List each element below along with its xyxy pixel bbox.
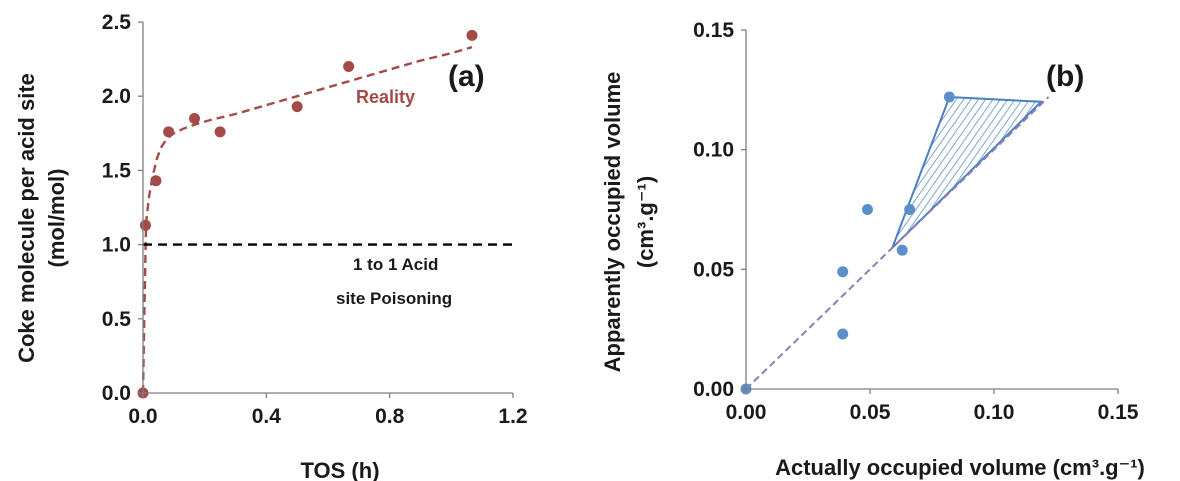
- x-tick-labels-b: 0.00 0.05 0.10 0.15: [726, 401, 1139, 424]
- hatched-region: [891, 95, 1044, 249]
- data-point: [896, 244, 908, 256]
- y-tick-labels-b: 0.00 0.05 0.10 0.15: [693, 19, 734, 401]
- y-tick-labels-a: 0.0 0.5 1.0 1.5 2.0 2.5: [102, 11, 132, 405]
- reference-label-line2: site Poisoning: [336, 289, 452, 308]
- y-axis-title-a-line2: (mol/mol): [44, 169, 69, 268]
- x-tick-label: 0.4: [252, 405, 282, 428]
- hatched-triangle: [891, 95, 1044, 249]
- x-tick-label: 0.15: [1098, 401, 1139, 424]
- x-tick-label: 0.00: [726, 401, 767, 424]
- reference-label-line1: 1 to 1 Acid: [353, 255, 438, 274]
- y-axis-title-a-line1: Coke molecule per acid site: [14, 73, 39, 363]
- data-point: [188, 112, 200, 124]
- x-tick-label: 0.05: [850, 401, 891, 424]
- parity-line: [745, 96, 1050, 390]
- fit-line: [141, 46, 473, 394]
- panel-label-b: (b): [1046, 60, 1084, 93]
- x-tick-label: 1.2: [498, 405, 527, 428]
- y-tick-label: 0.5: [102, 308, 132, 331]
- y-tick-label: 2.5: [102, 11, 132, 34]
- parity-dashed-line: [745, 96, 1050, 390]
- data-point: [862, 204, 874, 215]
- reality-fit-curve: [141, 46, 473, 394]
- axes-a: [138, 21, 514, 398]
- data-point: [837, 328, 849, 340]
- y-tick-label: 0.05: [693, 258, 734, 281]
- data-point: [943, 91, 955, 103]
- reality-label: Reality: [356, 87, 415, 107]
- chart-panel-a: 0.0 0.4 0.8 1.2 0.0 0.5 1.0 1.5 2.0 2.5 (a) Real…: [14, 11, 528, 481]
- y-tick-label: 1.0: [102, 234, 131, 257]
- volume-data-points: [740, 91, 955, 395]
- y-axis-title-b-line2: (cm³.g⁻¹): [633, 176, 658, 268]
- panel-label-a: (a): [448, 60, 485, 93]
- x-tick-label: 0.8: [375, 405, 405, 428]
- data-point: [150, 175, 162, 187]
- data-point: [466, 29, 478, 41]
- y-tick-label: 0.10: [693, 139, 734, 162]
- data-point: [163, 126, 175, 138]
- y-tick-label: 2.0: [102, 85, 131, 108]
- data-point: [139, 219, 151, 231]
- data-point: [291, 101, 303, 113]
- x-tick-labels-a: 0.0 0.4 0.8 1.2: [128, 405, 527, 428]
- data-point: [343, 61, 355, 73]
- chart-panel-b: 0.00 0.05 0.10 0.15 0.00 0.05 0.10 0.15 (b) Ac…: [600, 19, 1145, 480]
- y-axis-title-b-line1: Apparently occupied volume: [600, 72, 625, 373]
- y-tick-label: 1.5: [102, 159, 132, 182]
- x-axis-title-a: TOS (h): [300, 458, 379, 481]
- data-point: [904, 204, 916, 215]
- x-tick-label: 0.10: [974, 401, 1015, 424]
- coke-data-points: [137, 29, 478, 399]
- x-tick-label: 0.0: [128, 405, 157, 428]
- y-tick-label: 0.15: [693, 19, 734, 42]
- data-point: [837, 266, 849, 278]
- y-tick-label: 0.00: [693, 378, 734, 401]
- axes-b: [741, 29, 1119, 394]
- y-tick-label: 0.0: [102, 382, 131, 405]
- data-point: [214, 126, 226, 138]
- x-axis-title-b: Actually occupied volume (cm³.g⁻¹): [775, 455, 1145, 480]
